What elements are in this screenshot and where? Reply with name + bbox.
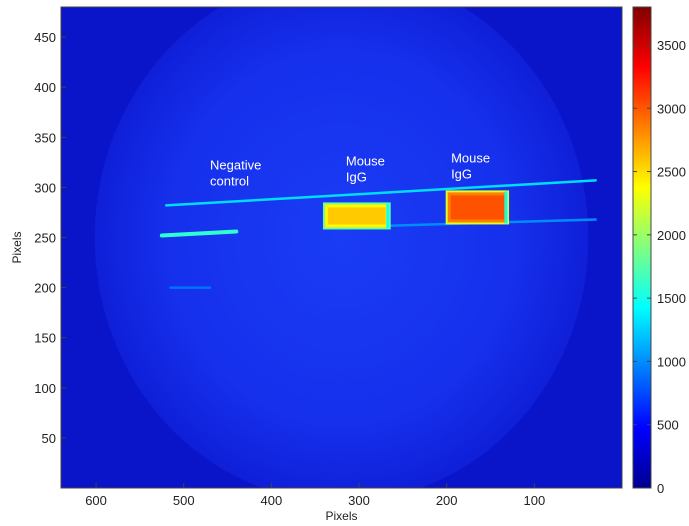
annotation-label: Mouse IgG [346, 153, 385, 184]
y-tick-label: 200 [34, 281, 56, 296]
y-tick-label: 350 [34, 130, 56, 145]
streak [164, 179, 597, 207]
heatmap [61, 7, 622, 488]
x-axis-label: Pixels [325, 509, 357, 523]
annotation-line: IgG [451, 166, 472, 181]
annotation-line: Mouse [451, 150, 490, 165]
annotation-line: control [210, 173, 249, 188]
colorbar-tick-label: 500 [657, 418, 679, 433]
colorbar-tick-label: 1500 [657, 291, 686, 306]
annotation-label: Mouse IgG [451, 150, 490, 181]
y-tick-label: 250 [34, 230, 56, 245]
annotation-line: IgG [346, 169, 367, 184]
colorbar-tick-label: 2500 [657, 165, 686, 180]
y-tick-label: 400 [34, 80, 56, 95]
y-axis: 50 100 150 200 250 300 350 400 450 [34, 30, 66, 446]
y-tick-label: 450 [34, 30, 56, 45]
plot-frame [60, 6, 623, 489]
y-tick-label: 50 [42, 431, 56, 446]
x-axis: 600 500 400 300 200 100 [85, 483, 545, 508]
colorbar [632, 6, 652, 489]
signal-region-core [450, 195, 505, 220]
illumination-spot [94, 7, 589, 488]
x-tick-label: 400 [261, 493, 283, 508]
x-tick-label: 100 [523, 493, 545, 508]
y-tick-label: 300 [34, 180, 56, 195]
y-tick-label: 150 [34, 331, 56, 346]
annotation-label: Negative control [210, 157, 261, 188]
colorbar-tick-label: 0 [657, 481, 664, 496]
x-tick-label: 300 [348, 493, 370, 508]
y-tick-label: 100 [34, 381, 56, 396]
y-axis-label: Pixels [10, 231, 24, 263]
signal-region-core [327, 207, 386, 225]
streak [159, 229, 239, 238]
x-tick-label: 200 [436, 493, 458, 508]
annotation-line: Negative [210, 157, 261, 172]
x-tick-label: 600 [85, 493, 107, 508]
x-tick-label: 500 [173, 493, 195, 508]
colorbar-tick-label: 2000 [657, 228, 686, 243]
annotation-line: Mouse [346, 153, 385, 168]
colorbar-tick-label: 3500 [657, 38, 686, 53]
colorbar-tick-label: 1000 [657, 354, 686, 369]
colorbar-ticks: 0 500 1000 1500 2000 2500 3000 3500 [633, 38, 686, 496]
colorbar-tick-label: 3000 [657, 101, 686, 116]
